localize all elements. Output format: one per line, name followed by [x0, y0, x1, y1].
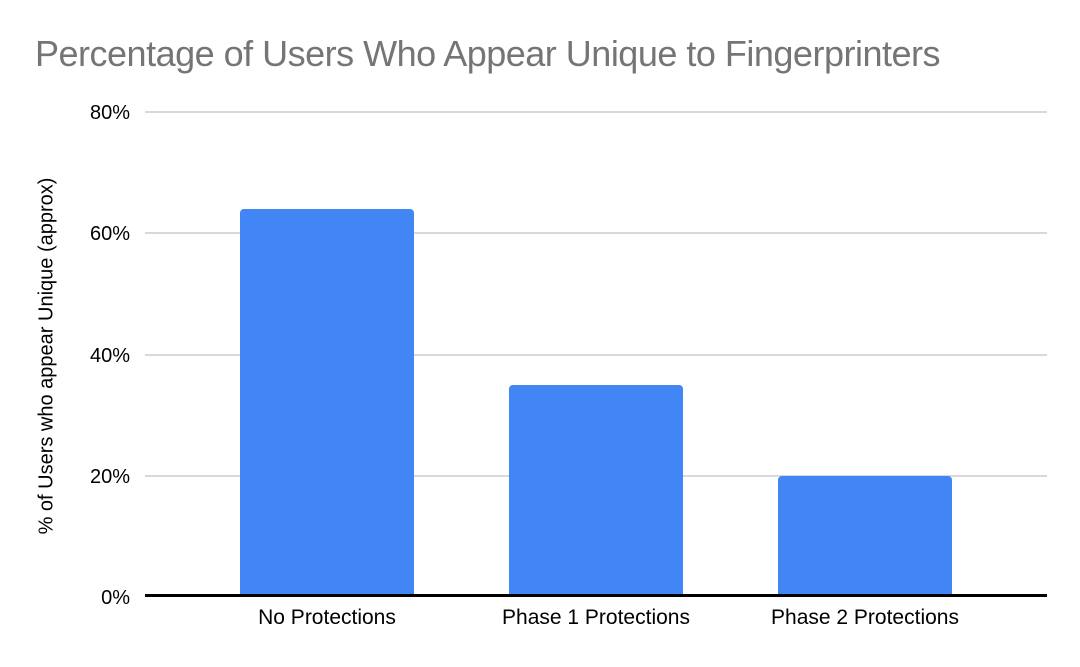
gridline-80	[145, 111, 1047, 113]
bar-no-protections	[240, 209, 414, 597]
x-axis-line	[145, 594, 1047, 597]
y-tick-label: 0%	[101, 587, 130, 609]
x-tick-label: No Protections	[258, 606, 396, 629]
x-tick-label: Phase 1 Protections	[502, 606, 690, 629]
y-tick-label: 60%	[89, 223, 130, 245]
y-tick-label: 80%	[89, 102, 130, 124]
chart-title: Percentage of Users Who Appear Unique to…	[35, 33, 940, 74]
y-tick-label: 40%	[89, 345, 130, 367]
gridline-40	[145, 354, 1047, 356]
y-tick-label: 20%	[89, 466, 130, 488]
bar-phase-2-protections	[778, 476, 952, 597]
plot-area	[145, 111, 1047, 597]
bar-phase-1-protections	[509, 385, 683, 597]
x-tick-label: Phase 2 Protections	[771, 606, 959, 629]
gridline-60	[145, 232, 1047, 234]
